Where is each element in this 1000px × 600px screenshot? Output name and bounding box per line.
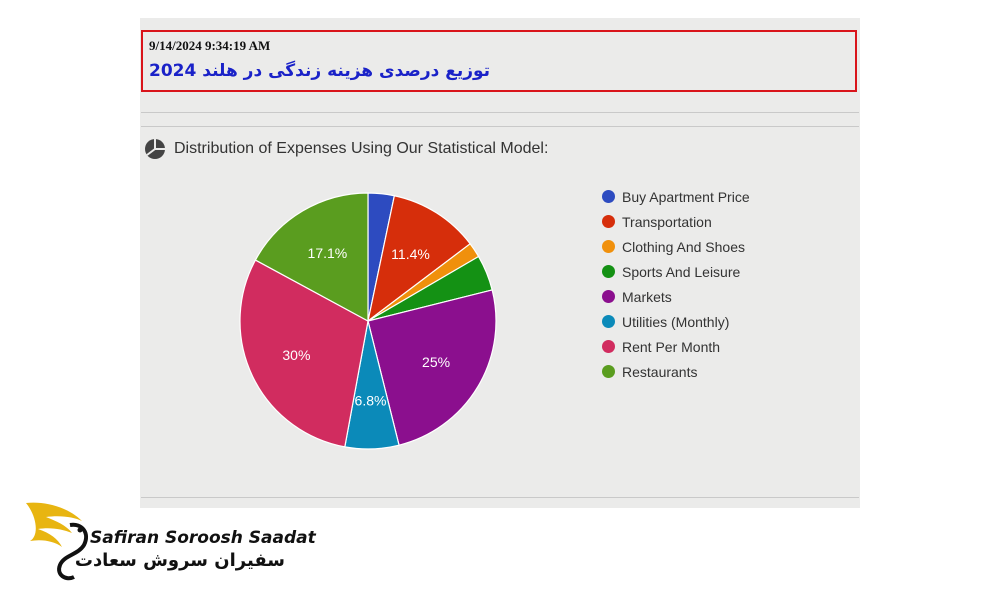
legend-label: Clothing And Shoes	[622, 238, 745, 255]
legend-item[interactable]: Markets	[602, 284, 750, 309]
slice-data-label: 6.8%	[355, 392, 387, 408]
chart-heading-row: Distribution of Expenses Using Our Stati…	[144, 138, 548, 160]
legend-swatch	[602, 190, 615, 203]
legend-label: Restaurants	[622, 363, 698, 380]
slice-data-label: 17.1%	[308, 245, 348, 261]
legend-label: Rent Per Month	[622, 338, 721, 355]
legend-label: Utilities (Monthly)	[622, 313, 730, 330]
legend-swatch	[602, 265, 615, 278]
legend-swatch	[602, 365, 615, 378]
pie-slice	[367, 289, 497, 446]
pie-chart: 11.4% 25% 6.8% 30% 17.1%	[239, 192, 497, 450]
legend-item[interactable]: Clothing And Shoes	[602, 234, 750, 259]
report-header: 9/14/2024 9:34:19 AM توزیع درصدی هزینه ز…	[141, 30, 857, 92]
legend-item[interactable]: Transportation	[602, 209, 750, 234]
legend-label: Markets	[622, 288, 672, 305]
pie-slice	[239, 259, 369, 448]
brand-name-fa: سفیران سروش سعادت	[74, 550, 285, 571]
legend-label: Transportation	[622, 213, 712, 230]
divider	[141, 497, 859, 498]
slice-data-label: 25%	[422, 354, 450, 370]
legend-label: Buy Apartment Price	[622, 188, 750, 205]
pie-slice	[254, 192, 369, 323]
legend-item[interactable]: Buy Apartment Price	[602, 184, 750, 209]
swan-logo-icon	[26, 502, 89, 581]
chart-legend: Buy Apartment Price Transportation Clothin…	[602, 184, 750, 384]
divider	[141, 126, 859, 127]
legend-label: Sports And Leisure	[622, 263, 741, 280]
legend-item[interactable]: Sports And Leisure	[602, 259, 750, 284]
chart-title: Distribution of Expenses Using Our Stati…	[174, 140, 549, 157]
pie-chart-icon	[145, 139, 165, 159]
legend-item[interactable]: Restaurants	[602, 359, 750, 384]
report-title: توزیع درصدی هزینه زندگی در هلند 2024	[149, 61, 491, 81]
legend-swatch	[602, 290, 615, 303]
legend-item[interactable]: Utilities (Monthly)	[602, 309, 750, 334]
slice-data-label: 30%	[282, 347, 310, 363]
brand-name-en: Safiran Soroosh Saadat	[90, 528, 316, 548]
timestamp: 9/14/2024 9:34:19 AM	[149, 38, 271, 53]
legend-swatch	[602, 215, 615, 228]
slice-data-label: 11.4%	[391, 246, 430, 262]
legend-swatch	[602, 240, 615, 253]
legend-swatch	[602, 340, 615, 353]
legend-item[interactable]: Rent Per Month	[602, 334, 750, 359]
divider	[141, 112, 859, 113]
pie-slice	[367, 195, 471, 323]
brand-logo: Safiran Soroosh Saadat سفیران سروش سعادت	[20, 495, 316, 585]
legend-swatch	[602, 315, 615, 328]
